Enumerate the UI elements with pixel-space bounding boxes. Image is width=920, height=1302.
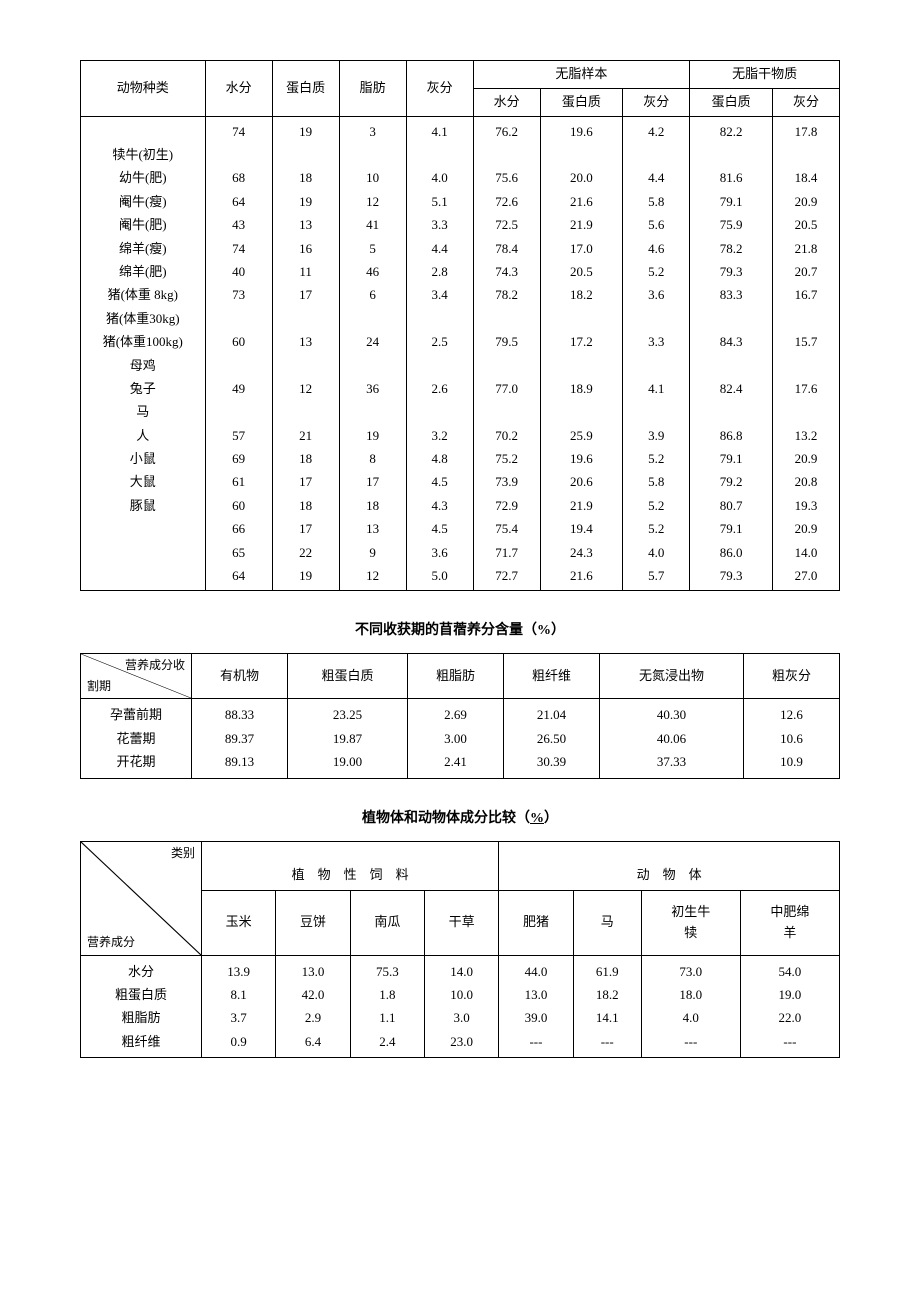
header-ash: 灰分 [406, 61, 473, 117]
t2-labels: 孕蕾前期花蕾期开花期 [81, 699, 192, 778]
t3-group2: 动 物 体 [499, 841, 840, 890]
animal-col: 犊牛(初生)幼牛(肥)阉牛(瘦)阉牛(肥)绵羊(瘦)绵羊(肥)猪(体重 8kg)… [81, 116, 206, 591]
diag-header: 类别 营养成分 [81, 841, 202, 955]
t3-col: 13.042.02.96.4 [276, 955, 350, 1058]
data-col: 76.2 75.672.672.578.474.378.2 79.5 77.0 … [473, 116, 540, 591]
t3-sub: 玉米 [202, 890, 276, 955]
t3-labels: 水分粗蛋白质粗脂肪粗纤维 [81, 955, 202, 1058]
t3-sub: 初生牛犊 [641, 890, 740, 955]
t3-sub: 南瓜 [350, 890, 424, 955]
t3-col: 13.98.13.70.9 [202, 955, 276, 1058]
data-col: 74 686443744073 60 49 57696160666564 [205, 116, 272, 591]
t2-header: 无氮浸出物 [599, 654, 743, 699]
t2-header: 粗灰分 [743, 654, 839, 699]
data-col: 19.6 20.021.621.917.020.518.2 17.2 18.9 … [540, 116, 623, 591]
t3-col: 14.010.03.023.0 [424, 955, 498, 1058]
t2-col: 21.0426.5030.39 [503, 699, 599, 778]
data-col: 4.1 4.05.13.34.42.83.4 2.5 2.6 3.24.84.5… [406, 116, 473, 591]
header-fatfree-dry: 无脂干物质 [690, 61, 840, 89]
header-fatfree-sample: 无脂样本 [473, 61, 690, 89]
subheader: 蛋白质 [540, 88, 623, 116]
data-col: 4.2 4.45.85.64.65.23.6 3.3 4.1 3.95.25.8… [623, 116, 690, 591]
data-col: 82.2 81.679.175.978.279.383.3 84.3 82.4 … [690, 116, 773, 591]
t2-col: 12.610.610.9 [743, 699, 839, 778]
t2-header: 粗脂肪 [407, 654, 503, 699]
plant-animal-comparison-table: 类别 营养成分 植 物 性 饲 料 动 物 体 玉米 豆饼 南瓜 干草 肥猪 马… [80, 841, 840, 1059]
t3-col: 61.918.214.1--- [573, 955, 641, 1058]
t2-col: 88.3389.3789.13 [192, 699, 288, 778]
t3-sub: 豆饼 [276, 890, 350, 955]
subheader: 蛋白质 [690, 88, 773, 116]
table3-title: 植物体和动物体成分比较（%） [80, 807, 840, 827]
t2-col: 40.3040.0637.33 [599, 699, 743, 778]
alfalfa-nutrient-table: 营养成分收 割期 有机物 粗蛋白质 粗脂肪 粗纤维 无氮浸出物 粗灰分 孕蕾前期… [80, 653, 840, 778]
header-protein: 蛋白质 [272, 61, 339, 117]
t3-col: 54.019.022.0--- [740, 955, 839, 1058]
t2-header: 粗蛋白质 [288, 654, 408, 699]
subheader: 灰分 [772, 88, 839, 116]
t3-col: 44.013.039.0--- [499, 955, 573, 1058]
diag-bot: 营养成分 [87, 933, 135, 952]
t2-col: 23.2519.8719.00 [288, 699, 408, 778]
data-col: 19 181913161117 13 12 21181718172219 [272, 116, 339, 591]
t3-sub: 肥猪 [499, 890, 573, 955]
t3-col: 75.31.81.12.4 [350, 955, 424, 1058]
data-col: 17.8 18.420.920.521.820.716.7 15.7 17.6 … [772, 116, 839, 591]
diag-bot: 割期 [87, 677, 111, 696]
t2-header: 粗纤维 [503, 654, 599, 699]
t2-header: 有机物 [192, 654, 288, 699]
header-water: 水分 [205, 61, 272, 117]
t3-sub: 干草 [424, 890, 498, 955]
subheader: 灰分 [623, 88, 690, 116]
diag-top: 类别 [171, 844, 195, 863]
table2-title: 不同收获期的苜蓿养分含量（%） [80, 619, 840, 639]
subheader: 水分 [473, 88, 540, 116]
animal-composition-table: 动物种类 水分 蛋白质 脂肪 灰分 无脂样本 无脂干物质 水分 蛋白质 灰分 蛋… [80, 60, 840, 591]
t3-sub: 中肥绵羊 [740, 890, 839, 955]
header-animal: 动物种类 [81, 61, 206, 117]
t3-group1: 植 物 性 饲 料 [202, 841, 499, 890]
t2-col: 2.693.002.41 [407, 699, 503, 778]
data-col: 3 1012415466 24 36 198171813912 [339, 116, 406, 591]
diag-header: 营养成分收 割期 [81, 654, 192, 699]
t3-sub: 马 [573, 890, 641, 955]
t3-col: 73.018.04.0--- [641, 955, 740, 1058]
header-fat: 脂肪 [339, 61, 406, 117]
diag-top: 营养成分收 [125, 656, 185, 675]
